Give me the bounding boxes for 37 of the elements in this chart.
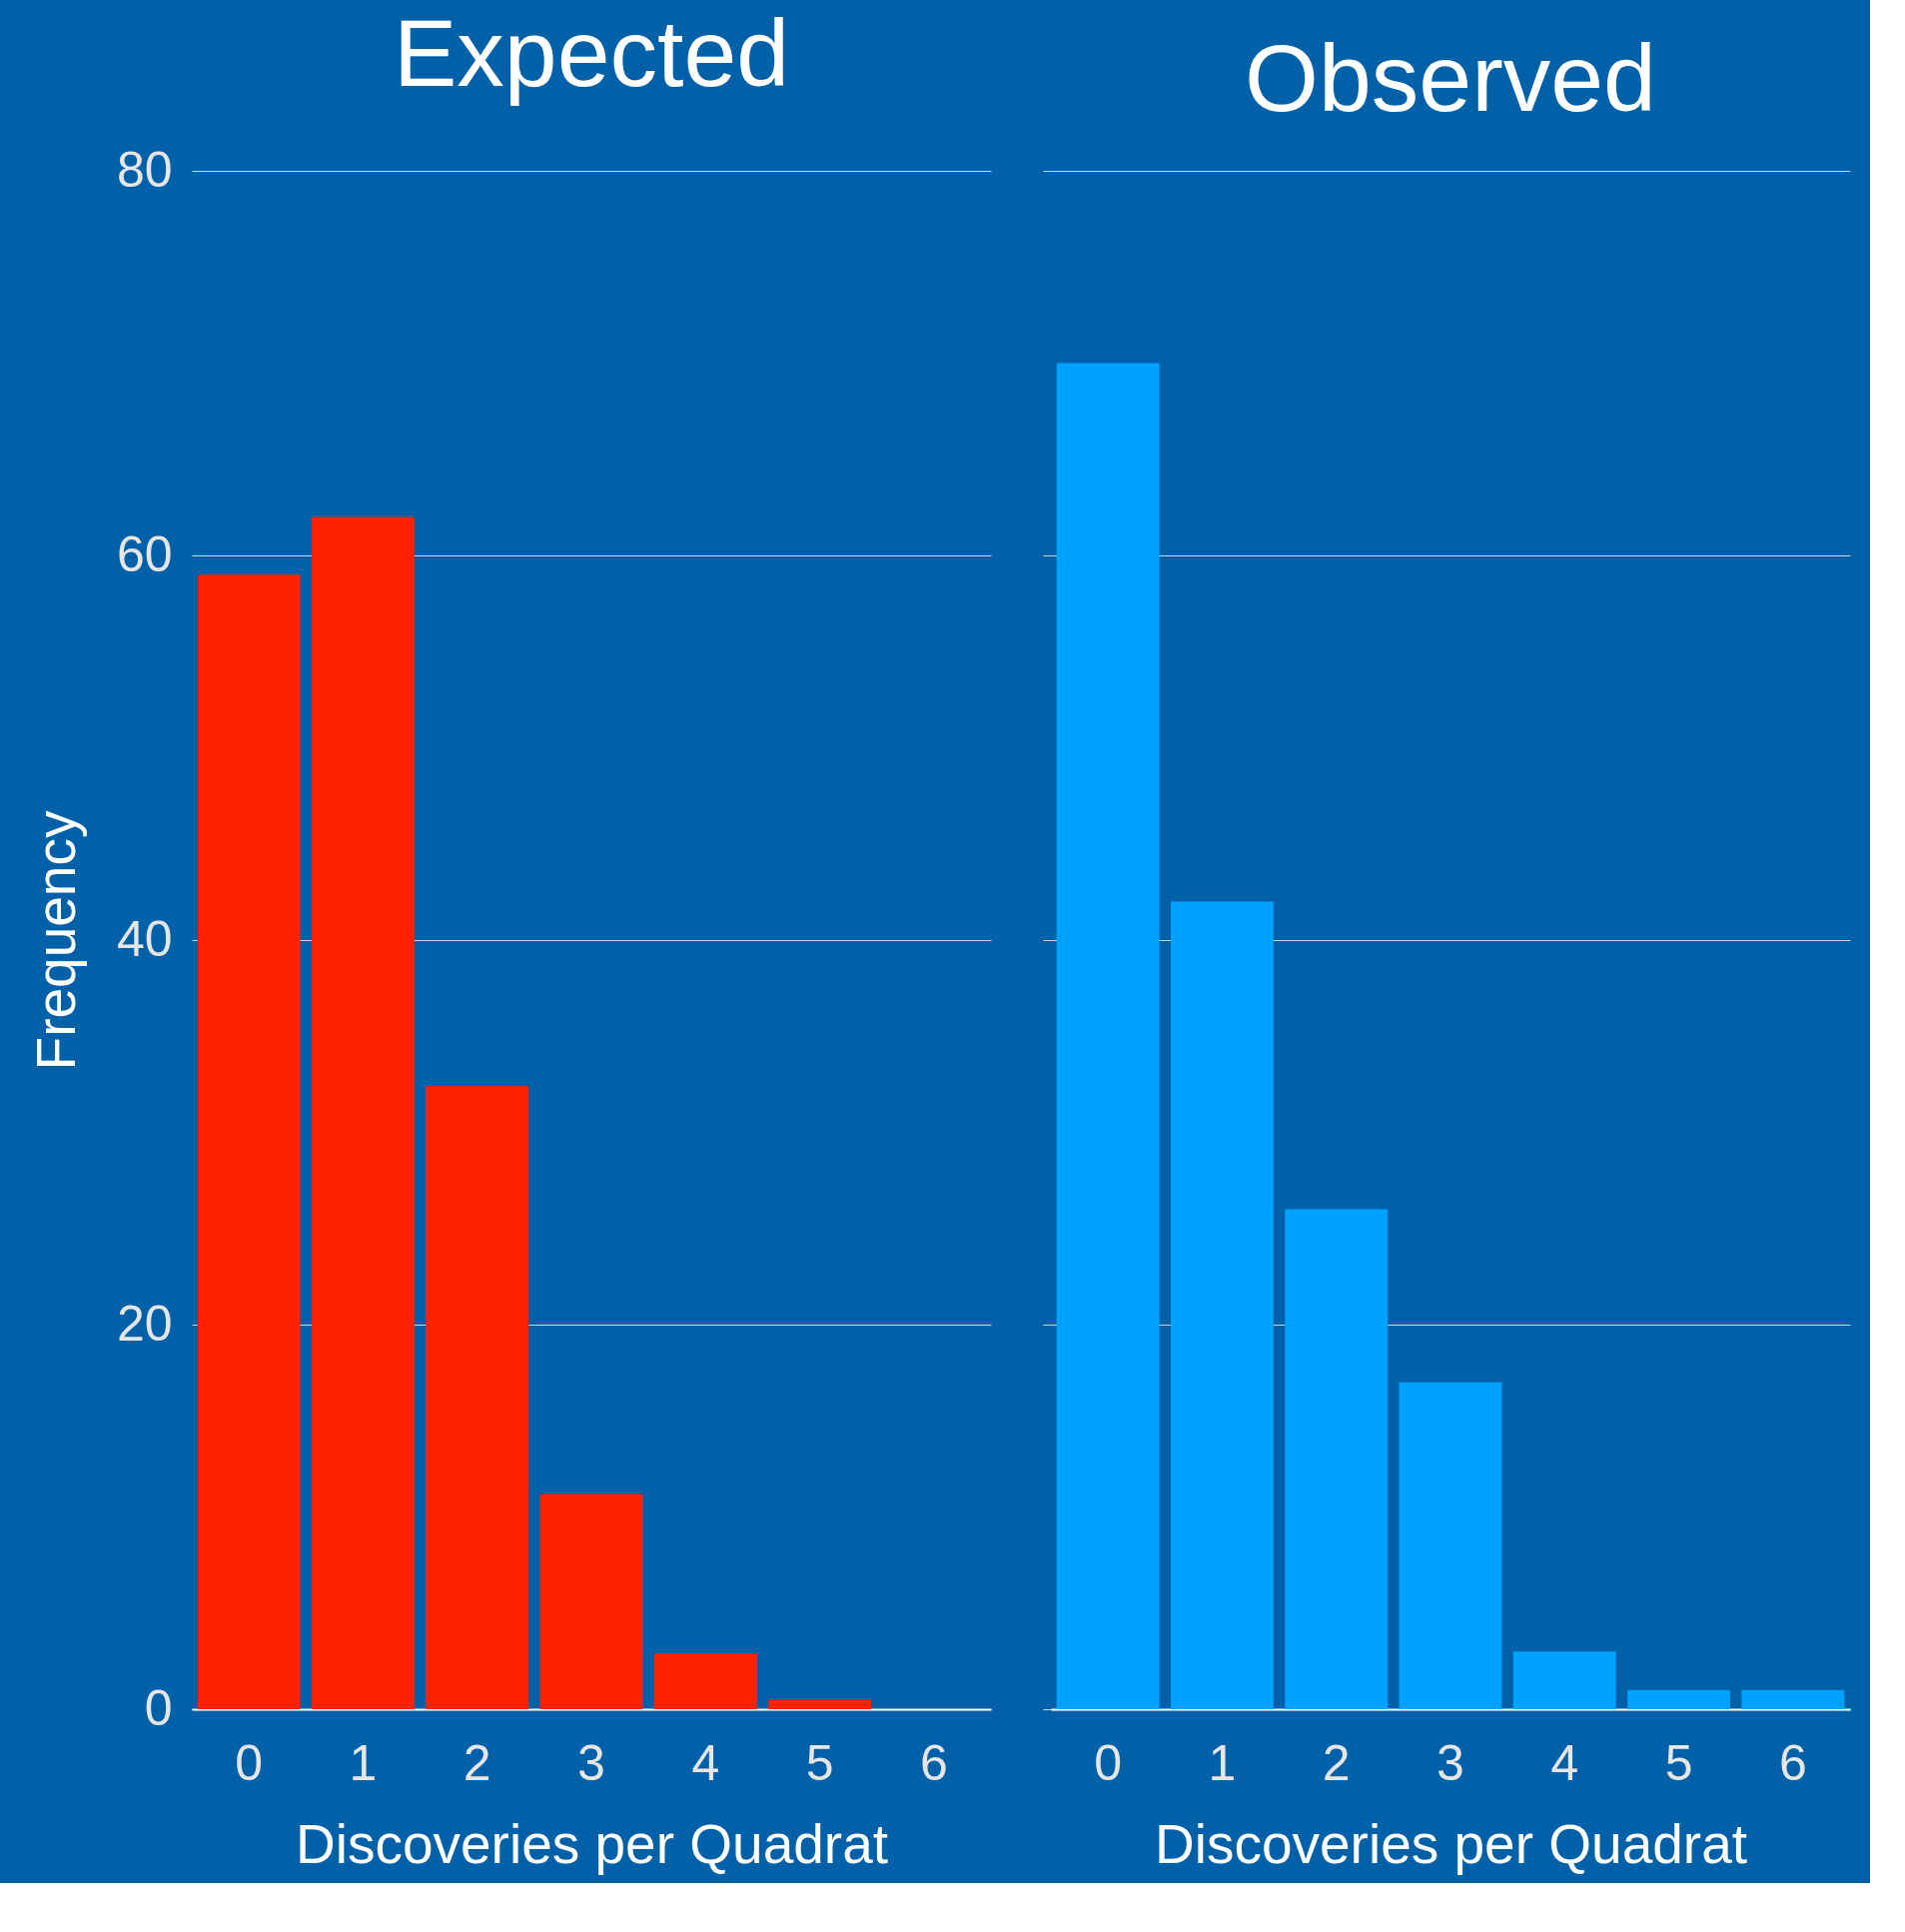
x-tick-label: 3 <box>1436 1734 1464 1791</box>
bar <box>1741 1689 1845 1709</box>
y-tick-label: 40 <box>116 910 173 967</box>
x-tick-label: 5 <box>805 1734 834 1791</box>
chart-title: Expected <box>393 0 790 106</box>
bar <box>1512 1651 1616 1709</box>
x-tick-label: 0 <box>235 1734 264 1791</box>
x-tick-label: 5 <box>1664 1734 1693 1791</box>
x-axis-title: Discoveries per Quadrat <box>295 1812 889 1875</box>
chart-title: Observed <box>1245 24 1656 131</box>
bar <box>1056 363 1160 1709</box>
y-tick-label: 80 <box>116 141 173 198</box>
bar <box>312 516 415 1709</box>
bar <box>426 1086 529 1709</box>
bar <box>1285 1209 1389 1709</box>
bar <box>539 1493 643 1709</box>
bar <box>653 1653 757 1709</box>
y-axis-title: Frequency <box>24 810 87 1071</box>
bar <box>1171 901 1274 1709</box>
x-tick-label: 2 <box>463 1734 491 1791</box>
y-tick-label: 20 <box>116 1295 173 1352</box>
x-tick-label: 1 <box>1208 1734 1237 1791</box>
y-tick-label: 60 <box>116 525 173 582</box>
x-tick-label: 4 <box>1550 1734 1579 1791</box>
x-tick-label: 0 <box>1094 1734 1123 1791</box>
x-tick-label: 3 <box>577 1734 605 1791</box>
x-tick-label: 6 <box>919 1734 948 1791</box>
bar <box>1627 1689 1730 1709</box>
y-tick-label: 0 <box>144 1679 173 1736</box>
x-tick-label: 4 <box>691 1734 720 1791</box>
bar <box>768 1699 871 1709</box>
bar <box>197 574 301 1709</box>
x-tick-label: 6 <box>1778 1734 1807 1791</box>
x-tick-label: 2 <box>1322 1734 1351 1791</box>
bar <box>1399 1382 1502 1709</box>
x-tick-label: 1 <box>349 1734 378 1791</box>
x-axis-title: Discoveries per Quadrat <box>1154 1812 1748 1875</box>
